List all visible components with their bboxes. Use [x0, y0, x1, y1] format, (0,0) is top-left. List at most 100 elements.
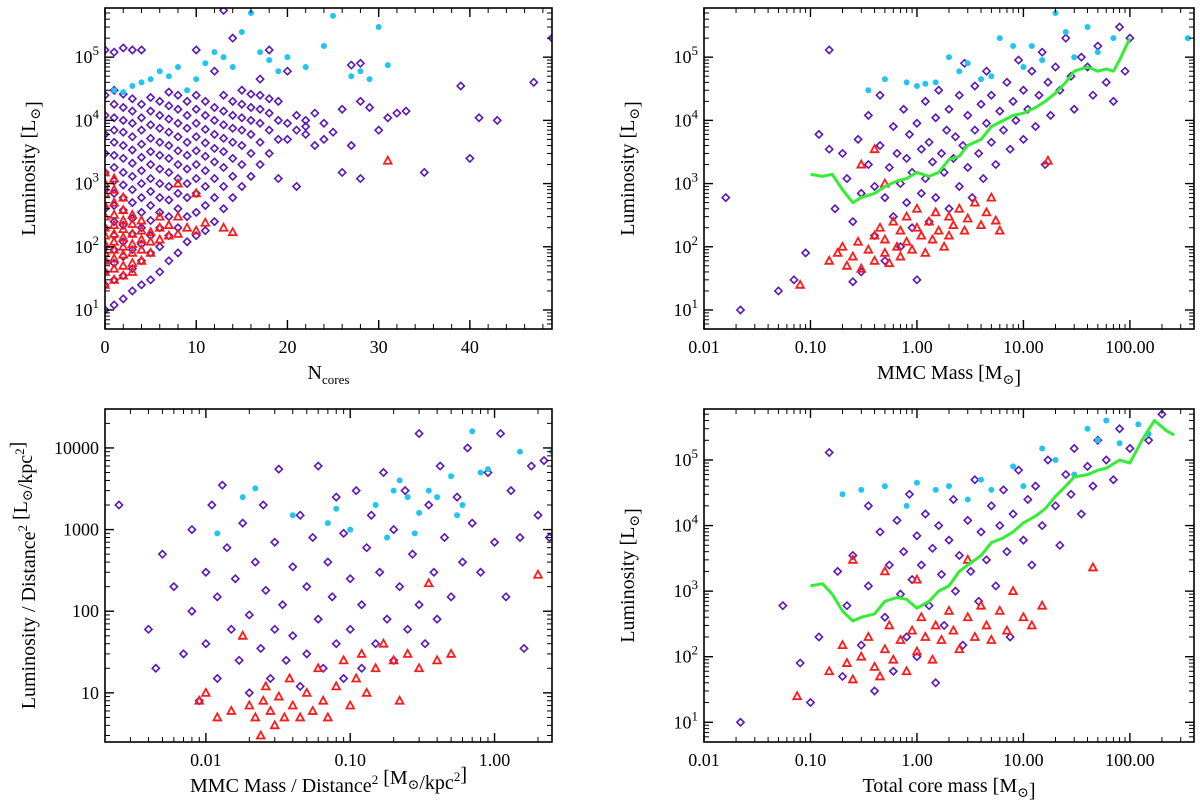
point-dot [372, 502, 379, 509]
point-dot [120, 89, 127, 96]
point-dot [459, 502, 466, 509]
y-axis-label: Luminosity [L⊙] [617, 101, 644, 236]
point-triangle [959, 224, 970, 235]
point-dot [1094, 49, 1101, 56]
point-triangle [136, 224, 147, 235]
point-triangle [852, 235, 864, 246]
point-diamond [264, 45, 274, 55]
point-triangle [294, 711, 306, 722]
point-diamond [200, 165, 211, 176]
point-triangle [888, 653, 899, 664]
point-triangle [1087, 561, 1099, 572]
point-diamond [1023, 104, 1033, 114]
point-diamond [295, 510, 305, 520]
point-diamond [246, 89, 256, 99]
x-tick-label: 100.00 [1105, 750, 1155, 770]
point-triangle [986, 634, 997, 644]
point-triangle [1026, 619, 1038, 630]
point-diamond [1002, 546, 1012, 557]
point-diamond [966, 566, 976, 577]
point-triangle [927, 233, 938, 244]
point-diamond [863, 581, 874, 591]
point-diamond [1050, 501, 1061, 511]
point-diamond [209, 129, 220, 140]
y-tick-label: 102 [75, 233, 100, 257]
point-triangle [117, 223, 129, 234]
plot-area [105, 8, 552, 315]
point-diamond [200, 96, 211, 107]
point-diamond [414, 428, 424, 439]
point-diamond [145, 159, 156, 170]
point-triangle [255, 729, 267, 740]
point-diamond [264, 125, 274, 135]
point-diamond [288, 562, 298, 572]
point-diamond [118, 153, 128, 164]
point-diamond [483, 467, 493, 478]
point-diamond [209, 66, 220, 76]
point-diamond [346, 60, 357, 70]
point-diamond [337, 167, 347, 178]
point-diamond [1082, 62, 1093, 72]
point-diamond [201, 638, 211, 649]
point-diamond [218, 181, 229, 192]
point-diamond [182, 150, 192, 161]
point-triangle [244, 699, 255, 710]
point-triangle [322, 711, 334, 722]
point-dot [320, 43, 327, 50]
y-tick-label: 105 [75, 43, 100, 67]
point-diamond [1125, 443, 1135, 454]
point-triangle [888, 215, 899, 226]
point-diamond [127, 158, 138, 168]
point-diamond [151, 663, 161, 674]
point-diamond [191, 207, 201, 218]
point-diamond [136, 178, 147, 189]
point-triangle [108, 196, 120, 207]
point-diamond [721, 192, 731, 203]
point-triangle [117, 204, 129, 215]
point-triangle [923, 215, 935, 226]
point-triangle [105, 266, 111, 276]
point-diamond [118, 43, 128, 53]
point-diamond [264, 148, 274, 159]
point-triangle [382, 154, 394, 165]
x-axis-label: Total core mass [M⊙] [862, 775, 1035, 801]
point-diamond [981, 66, 992, 76]
point-triangle [930, 206, 942, 217]
point-diamond [127, 197, 138, 208]
point-triangle [832, 247, 843, 257]
point-diamond [424, 500, 434, 510]
point-diamond [439, 532, 450, 543]
point-triangle [136, 243, 147, 254]
point-triangle [1018, 611, 1029, 622]
point-diamond [880, 612, 890, 622]
point-diamond [939, 167, 949, 178]
point-triangle [108, 262, 120, 273]
point-diamond [1030, 481, 1041, 491]
point-diamond [383, 113, 393, 123]
point-dot [174, 63, 181, 70]
point-triangle [265, 705, 276, 715]
point-diamond [830, 203, 840, 214]
point-diamond [173, 173, 183, 184]
point-diamond [795, 658, 805, 668]
point-triangle [108, 172, 120, 183]
point-diamond [1005, 144, 1015, 154]
point-diamond [227, 192, 238, 203]
point-diamond [187, 606, 197, 616]
point-triangle [823, 254, 835, 265]
point-triangle [317, 694, 329, 705]
point-diamond [805, 697, 816, 708]
point-dot [1116, 440, 1123, 447]
point-diamond [182, 137, 192, 148]
point-diamond [394, 581, 405, 592]
x-tick-label: 30 [370, 337, 388, 357]
point-diamond [920, 96, 931, 107]
point-diamond [789, 275, 799, 285]
point-diamond [246, 129, 256, 140]
point-triangle [994, 604, 1006, 615]
point-diamond [187, 524, 197, 535]
point-triangle [105, 278, 111, 289]
point-diamond [282, 118, 293, 129]
point-diamond [246, 171, 256, 182]
point-dot [348, 73, 355, 80]
